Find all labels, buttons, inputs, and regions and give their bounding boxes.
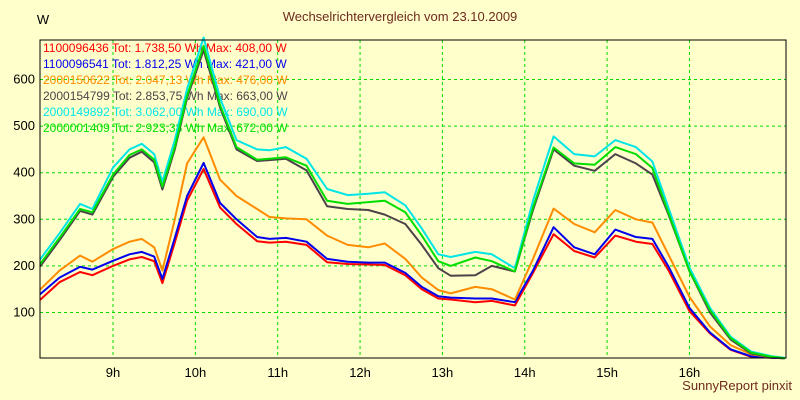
legend-row-2000149892: 2000149892 Tot: 3.062,00 Wh Max: 690,00 … [43, 105, 288, 119]
legend-row-2000001409: 2000001409 Tot: 2.923,38 Wh Max: 672,00 … [43, 121, 288, 135]
grid-layer [40, 40, 786, 358]
y-tick-label: 100 [13, 305, 35, 320]
chart-title: Wechselrichtervergleich vom 23.10.2009 [283, 9, 518, 24]
series-line-2000149892 [39, 36, 786, 359]
plot-border [39, 39, 787, 359]
y-tick-label: 400 [13, 165, 35, 180]
series-line-1100096541 [39, 161, 786, 360]
x-tick-label: 9h [106, 365, 120, 380]
x-tick-label: 12h [349, 365, 371, 380]
x-tick-label: 10h [184, 365, 206, 380]
legend-row-1100096541: 1100096541 Tot: 1.812,25 Wh Max: 421,00 … [43, 57, 287, 71]
legend-row-2000154799: 2000154799 Tot: 2.853,75 Wh Max: 663,00 … [43, 89, 288, 103]
series-line-1100096436 [39, 168, 786, 360]
x-tick-label: 13h [432, 365, 454, 380]
footer-credit: SunnyReport pinxit [682, 378, 792, 393]
axis-tick-labels: 100 200 300 400 500 600 9h 10h 11h 12h 13h 14h 15h 16… [13, 72, 700, 381]
x-tick-label: 15h [596, 365, 618, 380]
series-line-2000001409 [39, 44, 786, 360]
x-tick-label: 11h [267, 365, 288, 380]
series-line-2000150622 [39, 136, 786, 360]
x-tick-label: 14h [514, 365, 536, 380]
y-tick-label: 600 [13, 72, 35, 87]
x-tick-label: 16h [679, 365, 701, 380]
legend-row-1100096436: 1100096436 Tot: 1.738,50 Wh Max: 408,00 … [43, 41, 287, 55]
y-axis-unit-label: W [37, 12, 50, 27]
series-lines [39, 36, 786, 360]
y-tick-label: 300 [13, 211, 35, 226]
y-tick-label: 200 [13, 258, 35, 273]
legend: 1100096436 Tot: 1.738,50 Wh Max: 408,00 … [43, 41, 288, 135]
y-tick-label: 500 [13, 118, 35, 133]
legend-row-2000150622: 2000150622 Tot: 2.047,13 Wh Max: 476,00 … [43, 73, 288, 87]
